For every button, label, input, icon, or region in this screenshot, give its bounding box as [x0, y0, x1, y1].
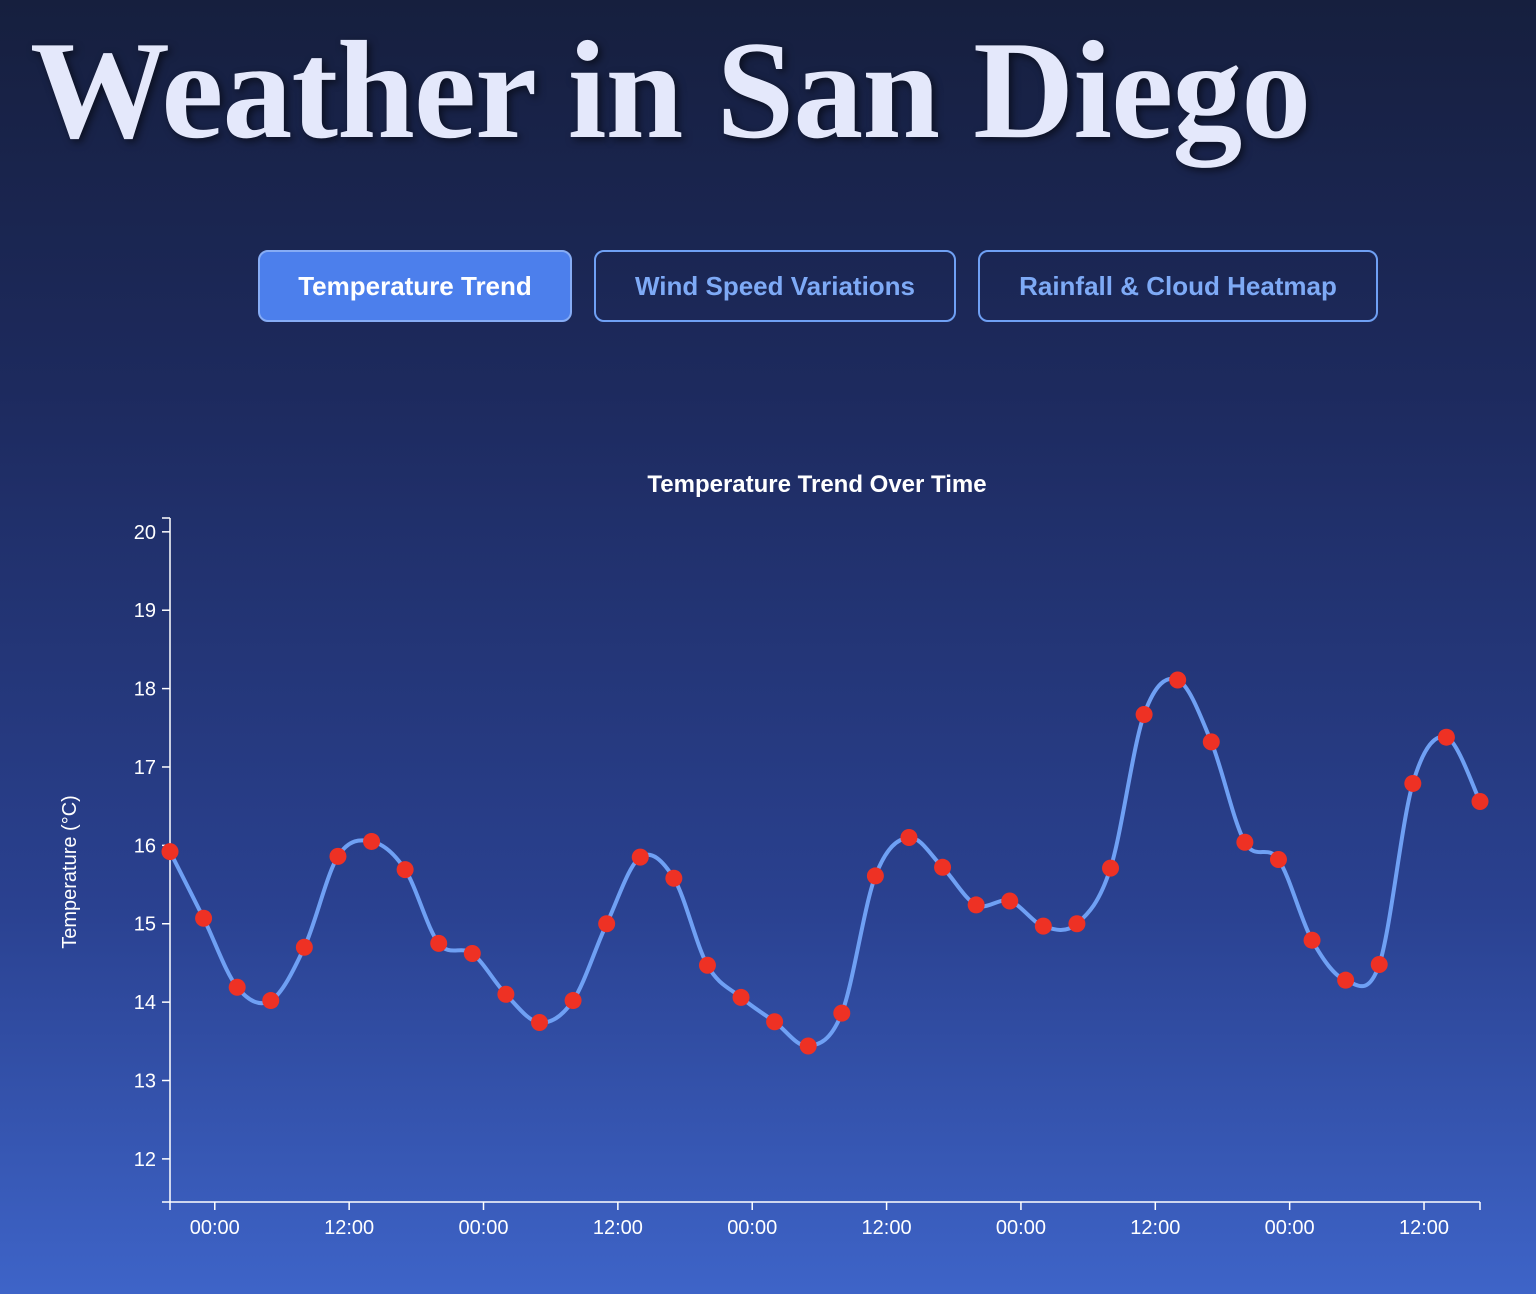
- data-point[interactable]: [295, 938, 313, 956]
- data-point[interactable]: [1370, 956, 1388, 974]
- temperature-chart: Temperature Trend Over Time Temperature …: [59, 471, 1489, 1239]
- x-tick-label: 00:00: [458, 1217, 508, 1239]
- data-point[interactable]: [1202, 733, 1220, 751]
- data-point[interactable]: [1269, 850, 1287, 868]
- data-point[interactable]: [900, 829, 918, 847]
- data-point[interactable]: [1236, 833, 1254, 851]
- x-axis: 00:00 12:00 00:00 12:00 00:00 12:00 00:00 12:00…: [169, 1201, 1481, 1239]
- data-point[interactable]: [766, 1013, 784, 1031]
- x-tick-label: 12:00: [593, 1217, 643, 1239]
- y-axis: 12 13 14 15 16 17 18 19 20: [134, 517, 171, 1203]
- data-point[interactable]: [1471, 792, 1489, 810]
- data-point[interactable]: [262, 992, 280, 1010]
- x-tick-label: 00:00: [727, 1217, 777, 1239]
- tab-rainfall-cloud-heatmap[interactable]: Rainfall & Cloud Heatmap: [978, 250, 1378, 322]
- tab-wind-speed-variations[interactable]: Wind Speed Variations: [594, 250, 956, 322]
- x-tick-label: 00:00: [190, 1217, 240, 1239]
- data-point[interactable]: [564, 992, 582, 1010]
- x-tick-label: 12:00: [862, 1217, 912, 1239]
- y-tick-label: 14: [134, 992, 156, 1014]
- chart-title: Temperature Trend Over Time: [647, 471, 986, 498]
- data-point[interactable]: [195, 909, 213, 927]
- x-tick-label: 00:00: [1265, 1217, 1315, 1239]
- data-point[interactable]: [833, 1004, 851, 1022]
- y-tick-label: 13: [134, 1071, 156, 1093]
- data-point[interactable]: [1034, 917, 1052, 935]
- data-point[interactable]: [1001, 892, 1019, 910]
- x-tick-label: 12:00: [324, 1217, 374, 1239]
- data-point[interactable]: [631, 848, 649, 866]
- y-tick-label: 20: [134, 522, 156, 544]
- data-point[interactable]: [228, 978, 246, 996]
- data-point[interactable]: [396, 861, 414, 879]
- data-point[interactable]: [1337, 971, 1355, 989]
- data-point[interactable]: [1404, 774, 1422, 792]
- y-tick-label: 17: [134, 757, 156, 779]
- data-point[interactable]: [1437, 728, 1455, 746]
- x-tick-label: 12:00: [1399, 1217, 1449, 1239]
- x-tick-label: 12:00: [1130, 1217, 1180, 1239]
- x-tick-label: 00:00: [996, 1217, 1046, 1239]
- data-point[interactable]: [329, 847, 347, 865]
- data-point[interactable]: [1135, 705, 1153, 723]
- data-point[interactable]: [598, 915, 616, 933]
- chart-tabs: Temperature Trend Wind Speed Variations …: [0, 250, 1536, 326]
- data-point[interactable]: [363, 832, 381, 850]
- data-point[interactable]: [665, 869, 683, 887]
- data-point[interactable]: [866, 867, 884, 885]
- data-point[interactable]: [732, 988, 750, 1006]
- data-point[interactable]: [1169, 671, 1187, 689]
- data-point[interactable]: [799, 1037, 817, 1055]
- y-tick-label: 12: [134, 1149, 156, 1171]
- y-axis-label: Temperature (°C): [59, 795, 81, 949]
- data-point[interactable]: [463, 945, 481, 963]
- y-tick-label: 16: [134, 835, 156, 857]
- data-point[interactable]: [934, 858, 952, 876]
- y-tick-label: 19: [134, 600, 156, 622]
- data-point[interactable]: [530, 1014, 548, 1032]
- data-point[interactable]: [161, 843, 179, 861]
- data-point[interactable]: [1303, 931, 1321, 949]
- y-tick-label: 18: [134, 679, 156, 701]
- page-title: Weather in San Diego: [30, 13, 1311, 168]
- data-point[interactable]: [497, 985, 515, 1003]
- tab-temperature-trend[interactable]: Temperature Trend: [258, 250, 572, 322]
- data-point[interactable]: [430, 934, 448, 952]
- y-tick-label: 15: [134, 914, 156, 936]
- data-point[interactable]: [1068, 915, 1086, 933]
- data-point[interactable]: [698, 956, 716, 974]
- temperature-points: [161, 671, 1489, 1055]
- data-point[interactable]: [967, 896, 985, 914]
- data-point[interactable]: [1102, 859, 1120, 877]
